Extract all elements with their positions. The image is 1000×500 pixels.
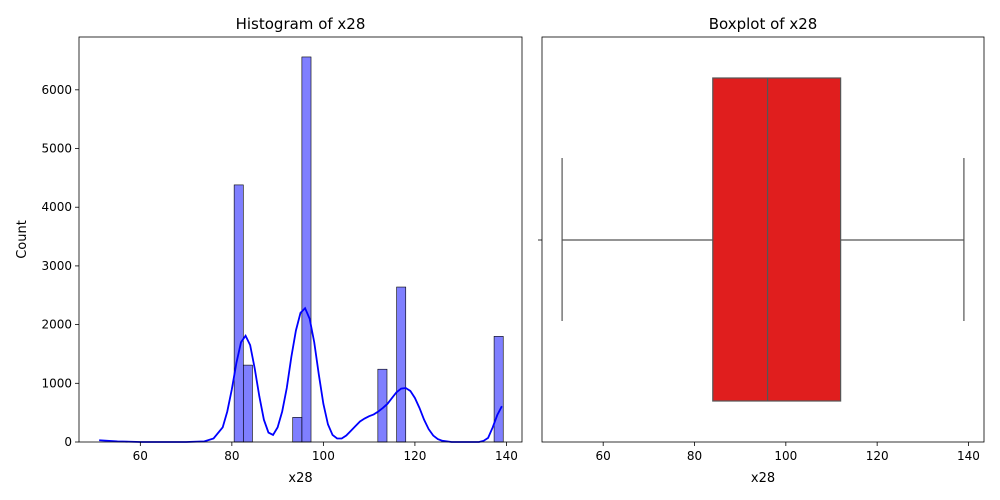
- histogram-y-axis-label: Count: [15, 220, 30, 259]
- x-tick-label: 140: [495, 449, 518, 463]
- boxplot-x-axis-label: x28: [751, 471, 775, 486]
- y-tick-label: 2000: [41, 318, 72, 332]
- boxplot-x-ticks: 60 80 100 120 140: [596, 442, 980, 463]
- boxplot-marks: [561, 77, 965, 402]
- x-tick-label: 80: [224, 449, 239, 463]
- histogram-bar: [301, 56, 312, 443]
- y-tick-label: 6000: [41, 83, 72, 97]
- x-tick-label: 140: [957, 449, 980, 463]
- x-tick-label: 80: [687, 449, 702, 463]
- histogram-title: Histogram of x28: [236, 15, 366, 33]
- x-tick-label: 120: [866, 449, 889, 463]
- x-tick-label: 60: [133, 449, 148, 463]
- histogram-x-axis-label: x28: [288, 471, 312, 486]
- interquartile-box: [712, 77, 842, 402]
- y-tick-label: 1000: [41, 376, 72, 390]
- x-tick-label: 120: [403, 449, 426, 463]
- y-tick-label: 0: [64, 435, 72, 449]
- y-tick-label: 5000: [41, 142, 72, 156]
- histogram-bar: [292, 417, 303, 443]
- histogram-bar: [233, 184, 244, 443]
- x-tick-label: 100: [312, 449, 335, 463]
- boxplot-title: Boxplot of x28: [709, 15, 818, 33]
- histogram-bar: [493, 336, 504, 443]
- x-tick-label: 60: [596, 449, 611, 463]
- histogram-bar: [242, 364, 253, 443]
- boxplot-panel: Boxplot of x28 60 80 100 120 140 x28: [538, 15, 985, 486]
- y-tick-label: 3000: [41, 259, 72, 273]
- histogram-bar: [396, 286, 407, 443]
- boxplot-axes-frame: [541, 36, 985, 443]
- histogram-axes-frame: [78, 36, 523, 443]
- x-tick-label: 100: [774, 449, 797, 463]
- histogram-x-ticks: 60 80 100 120 140: [133, 442, 518, 463]
- y-tick-label: 4000: [41, 200, 72, 214]
- histogram-y-ticks: 0 1000 2000 3000 4000 5000 6000: [41, 83, 79, 449]
- histogram-panel: Histogram of x28 60 80 100 120 140 0 1000 2000…: [15, 15, 523, 486]
- histogram-bars: [233, 56, 504, 443]
